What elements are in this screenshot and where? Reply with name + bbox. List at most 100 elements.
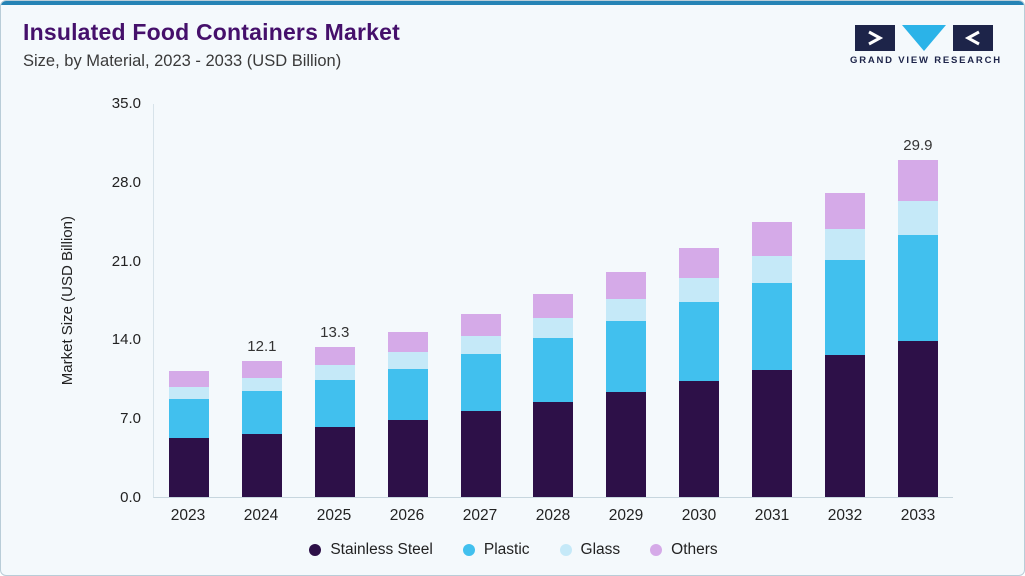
- y-tick-35: 35.0: [111, 95, 141, 112]
- segment-glass-2032: [825, 229, 866, 260]
- segment-plastic-2031: [752, 283, 793, 370]
- segment-plastic-2029: [606, 321, 647, 393]
- segment-stainless-steel-2027: [460, 411, 501, 497]
- x-label-2032: 2032: [827, 507, 863, 524]
- segment-plastic-2028: [533, 338, 574, 403]
- segment-stainless-steel-2032: [825, 355, 866, 497]
- segment-stainless-steel-2024: [241, 433, 282, 497]
- segment-glass-2033: [897, 200, 938, 235]
- legend-label-plastic: Plastic: [483, 541, 530, 558]
- legend-label-stainless-steel: Stainless Steel: [330, 541, 433, 558]
- bar-2030: [676, 225, 722, 497]
- bar-2033: 29.9: [895, 137, 941, 497]
- segment-glass-2023: [169, 386, 209, 400]
- logo-marks-icon: [855, 25, 993, 51]
- segment-stainless-steel-2026: [387, 420, 428, 497]
- segment-stainless-steel-2033: [897, 340, 938, 497]
- bar-stack-2027: [460, 313, 501, 497]
- stacked-bar-chart: Market Size (USD Billion) 0.0 7.0 14.0 21.0…: [1, 93, 1024, 575]
- legend-dot-glass: [559, 544, 572, 556]
- y-tick-0: 0.0: [120, 489, 141, 506]
- segment-plastic-2024: [241, 391, 282, 434]
- segment-stainless-steel-2030: [679, 381, 720, 497]
- bar-stack-2030: [679, 248, 720, 497]
- logo-text: GRAND VIEW RESEARCH: [850, 55, 1002, 66]
- segment-others-2023: [169, 370, 209, 387]
- bar-2024: 12.1: [239, 338, 285, 497]
- segment-stainless-steel-2031: [752, 369, 793, 497]
- segment-glass-2030: [679, 277, 720, 303]
- plot-area: 12.1 13.3 29.9: [153, 104, 953, 498]
- legend-label-glass: Glass: [580, 541, 621, 558]
- x-label-2024: 2024: [243, 507, 279, 524]
- segment-stainless-steel-2028: [533, 402, 574, 497]
- y-tick-14: 14.0: [111, 331, 141, 349]
- bar-stack-2033: [897, 160, 938, 497]
- x-label-2025: 2025: [316, 507, 352, 524]
- legend-item-glass: Glass: [559, 541, 621, 559]
- segment-plastic-2025: [314, 379, 355, 428]
- segment-others-2033: [897, 160, 938, 201]
- segment-stainless-steel-2029: [606, 392, 647, 497]
- y-axis-title: Market Size (USD Billion): [59, 104, 76, 498]
- bar-value-label-2024: 12.1: [247, 337, 277, 355]
- segment-others-2024: [241, 360, 282, 378]
- bar-stack-2028: [533, 294, 574, 497]
- page-title: Insulated Food Containers Market: [23, 19, 401, 45]
- segment-others-2025: [314, 347, 355, 366]
- page-subtitle: Size, by Material, 2023 - 2033 (USD Bill…: [23, 52, 342, 70]
- legend-dot-stainless-steel: [309, 544, 322, 556]
- segment-plastic-2023: [169, 399, 209, 439]
- segment-others-2027: [460, 313, 501, 337]
- legend-item-stainless-steel: Stainless Steel: [309, 541, 433, 559]
- bar-stack-2025: [314, 347, 355, 497]
- x-label-2031: 2031: [754, 507, 790, 524]
- legend-dot-others: [650, 544, 663, 556]
- bar-2028: [530, 271, 576, 497]
- x-axis-labels: 2023 2024 2025 2026 2027 2028 2029 2030 2031 2032…: [153, 507, 953, 525]
- segment-plastic-2026: [387, 368, 428, 421]
- segment-glass-2026: [387, 351, 428, 369]
- segment-others-2026: [387, 331, 428, 352]
- bar-stack-2026: [387, 331, 428, 497]
- bar-2031: [749, 199, 795, 497]
- segment-others-2029: [606, 271, 647, 299]
- segment-plastic-2030: [679, 302, 720, 382]
- segment-stainless-steel-2025: [314, 427, 355, 497]
- segment-glass-2024: [241, 377, 282, 392]
- bar-2026: [385, 309, 431, 497]
- segment-plastic-2032: [825, 259, 866, 356]
- segment-glass-2029: [606, 298, 647, 322]
- bar-value-label-2025: 13.3: [320, 324, 350, 342]
- x-label-2023: 2023: [170, 507, 206, 524]
- segment-others-2031: [752, 222, 793, 257]
- segment-plastic-2033: [897, 234, 938, 341]
- x-label-2027: 2027: [462, 507, 498, 524]
- bar-value-label-2033: 29.9: [903, 137, 933, 155]
- bar-stack-2032: [825, 193, 866, 497]
- y-tick-7: 7.0: [120, 410, 141, 428]
- segment-glass-2031: [752, 256, 793, 284]
- segment-glass-2025: [314, 365, 355, 380]
- top-accent-bar: [1, 1, 1024, 5]
- segment-stainless-steel-2023: [169, 438, 209, 497]
- bar-stack-2029: [606, 271, 647, 497]
- chart-legend: Stainless Steel Plastic Glass Others: [1, 541, 1024, 559]
- bar-2029: [603, 249, 649, 497]
- y-axis-title-text: Market Size (USD Billion): [59, 216, 76, 386]
- chart-header: Insulated Food Containers Market Size, b…: [23, 19, 824, 71]
- x-label-2033: 2033: [900, 507, 936, 524]
- bar-stack-2031: [752, 222, 793, 497]
- segment-others-2030: [679, 248, 720, 278]
- y-tick-21: 21.0: [111, 252, 141, 270]
- bar-stack-2024: [241, 360, 282, 497]
- bar-stack-2023: [169, 370, 209, 497]
- x-label-2026: 2026: [389, 507, 425, 524]
- legend-label-others: Others: [671, 541, 718, 558]
- bar-2032: [822, 170, 868, 497]
- legend-item-plastic: Plastic: [462, 541, 530, 559]
- x-label-2028: 2028: [535, 507, 571, 524]
- grand-view-research-logo: GRAND VIEW RESEARCH: [850, 25, 1002, 66]
- segment-plastic-2027: [460, 354, 501, 412]
